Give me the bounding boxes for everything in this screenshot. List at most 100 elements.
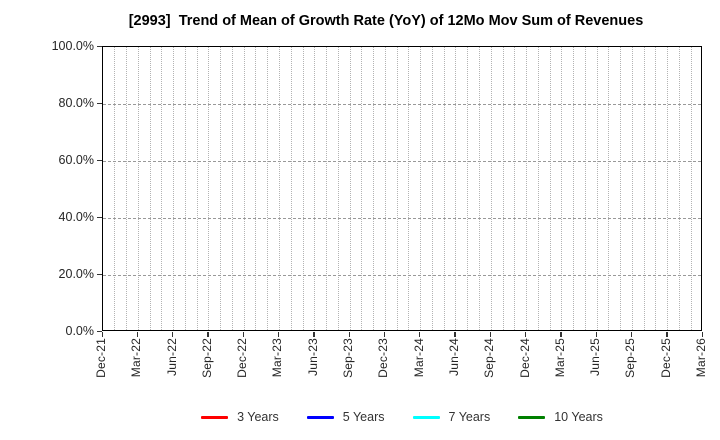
x-tick-label: Sep-22 [199,338,214,378]
legend-item: 3 Years [201,410,279,424]
x-tick-label: Mar-25 [552,338,567,378]
vertical-gridline [526,47,528,330]
vertical-gridline [690,47,692,330]
vertical-gridline [184,47,186,330]
x-tick-label: Mar-23 [270,338,285,378]
vertical-gridline [549,47,551,330]
vertical-gridline [220,47,222,330]
y-tick-label: 100.0% [51,39,94,53]
x-tick-mark [595,331,597,337]
y-tick-mark [97,216,102,218]
legend-line-swatch [201,415,229,419]
vertical-gridline [490,47,492,330]
vertical-gridline [573,47,575,330]
legend: 3 Years 5 Years 7 Years 10 Years [84,406,720,428]
vertical-gridline [455,47,457,330]
y-tick-mark [97,159,102,161]
vertical-gridline [290,47,292,330]
y-tick-mark [97,102,102,104]
x-tick-label: Dec-21 [94,338,108,378]
vertical-gridline [537,47,539,330]
y-tick-label: 60.0% [58,153,94,167]
vertical-gridline [173,47,175,330]
x-tick-label: Mar-22 [129,338,144,378]
vertical-gridline [314,47,316,330]
vertical-gridline [349,47,351,330]
legend-line-swatch [518,415,546,419]
x-tick-label: Dec-24 [517,338,532,378]
vertical-gridline [255,47,257,330]
x-tick-mark [172,331,174,337]
legend-item: 5 Years [306,410,385,424]
y-tick-label: 0.0% [65,324,95,338]
y-tick-mark [97,45,102,47]
x-tick-label: Sep-25 [623,338,638,378]
x-tick-mark [383,331,386,337]
x-tick-mark [454,331,456,337]
vertical-gridline [278,47,280,330]
vertical-gridline [408,47,410,330]
x-tick-mark [136,331,139,337]
legend-label: 3 Years [237,410,279,424]
vertical-gridline [161,47,163,330]
x-tick-label: Mar-24 [411,338,426,378]
legend-item: 10 Years [518,410,603,424]
plot-area [102,46,702,331]
vertical-gridline [243,47,245,330]
legend-line-swatch [412,415,440,419]
horizontal-gridline [103,275,701,276]
vertical-gridline [596,47,598,330]
x-tick-mark [101,331,103,337]
vertical-gridline [361,47,363,330]
vertical-gridline [302,47,304,330]
vertical-gridline [431,47,433,330]
x-tick-mark [277,331,280,337]
vertical-gridline [267,47,269,330]
x-tick-label: Jun-25 [588,338,603,376]
vertical-gridline [420,47,422,330]
y-tick-label: 80.0% [58,96,94,110]
legend-label: 5 Years [342,410,385,424]
vertical-gridline [137,47,139,330]
x-tick-label: Dec-23 [376,338,391,378]
vertical-gridline [478,47,480,330]
x-tick-mark [489,331,492,337]
vertical-gridline [114,47,116,330]
vertical-gridline [231,47,233,330]
y-tick-label: 20.0% [58,267,94,281]
y-tick-label: 40.0% [58,210,94,224]
x-tick-mark [242,331,244,337]
x-tick-mark [313,331,315,337]
horizontal-gridline [103,161,701,162]
horizontal-gridline [103,104,701,105]
vertical-gridline [208,47,210,330]
vertical-gridline [326,47,328,330]
x-tick-label: Jun-22 [164,338,179,376]
x-tick-mark [207,331,209,337]
x-tick-label: Dec-22 [235,338,250,378]
vertical-gridline [631,47,633,330]
x-tick-mark [666,331,668,337]
vertical-gridline [561,47,563,330]
vertical-gridline [584,47,586,330]
vertical-gridline [502,47,504,330]
y-tick-mark [97,273,102,275]
x-tick-mark [560,331,562,337]
x-tick-label: Sep-24 [482,338,497,378]
vertical-gridline [678,47,680,330]
vertical-gridline [620,47,622,330]
vertical-gridline [337,47,339,330]
vertical-gridline [149,47,151,330]
vertical-gridline [443,47,445,330]
chart-title: [2993] Trend of Mean of Growth Rate (YoY… [128,13,644,29]
x-tick-label: Jun-24 [446,338,461,376]
x-tick-mark [348,331,350,337]
x-tick-label: Sep-23 [341,338,356,378]
x-tick-mark [419,331,421,337]
vertical-gridline [126,47,128,330]
legend-label: 10 Years [554,410,603,424]
vertical-gridline [396,47,398,330]
x-tick-mark [701,331,703,337]
x-tick-label: Jun-23 [305,338,320,376]
